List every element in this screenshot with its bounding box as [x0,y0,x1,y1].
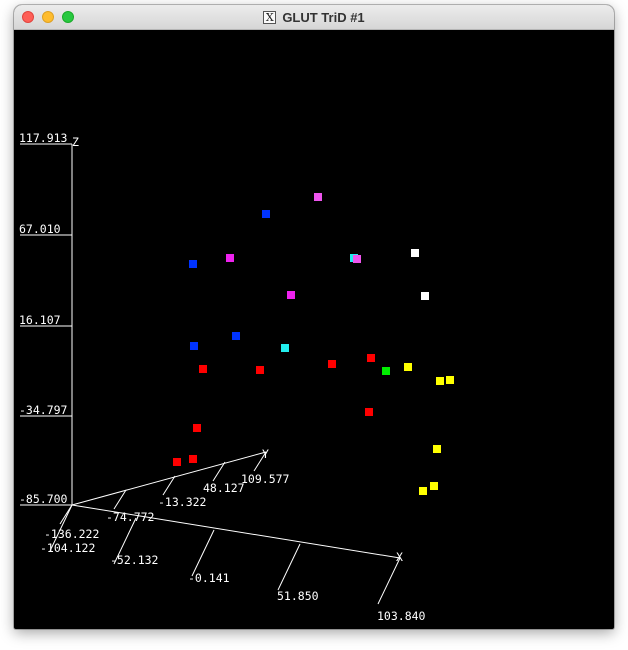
x-axis-tick [191,529,215,577]
z-axis-tick-label: 117.913 [19,131,68,145]
z-axis-tick-label: 67.010 [19,222,61,236]
z-axis-tick-label: -34.797 [19,403,68,417]
z-axis-tick-label: -85.700 [19,492,68,506]
scatter-point-blue [232,332,240,340]
scatter-point-magenta [226,254,234,262]
x-axis-name: X [396,550,403,564]
x-axis-tick [277,543,301,591]
y-axis-tick-label: 48.127 [203,481,245,495]
window-title: GLUT TriD #1 [282,9,365,25]
app-window: X GLUT TriD #1 117.913 67.010 16.107 -34.79… [14,5,614,629]
x-axis-tick-label: -104.122 [40,541,95,555]
x-axis-tick [49,504,73,552]
scatter-point-red [328,360,336,368]
z-axis-tick-label: 16.107 [19,313,61,327]
scatter-point-red [199,365,207,373]
x-axis-tick-label: 103.840 [377,609,426,623]
axis-labels: 117.913 67.010 16.107 -34.797 -85.700 Z -136.2… [19,131,426,623]
scatter-point-yellow [446,376,454,384]
y-axis-line [71,451,267,506]
close-button[interactable] [22,11,34,23]
data-points [173,193,454,495]
scatter-point-red [367,354,375,362]
x-axis-tick [113,517,137,565]
scatter-point-blue [189,260,197,268]
y-axis-tick-label: -136.222 [44,527,99,541]
scatter-point-red [256,366,264,374]
y-axis-tick [113,489,127,510]
title-bar[interactable]: X GLUT TriD #1 [14,5,614,30]
scatter-point-red [173,458,181,466]
scatter-plot-3d: 117.913 67.010 16.107 -34.797 -85.700 Z -136.2… [19,131,454,623]
y-axis-tick-label: 109.577 [241,472,290,486]
scatter-point-yellow [430,482,438,490]
scatter-point-green [382,367,390,375]
scatter-point-red [193,424,201,432]
y-axis-tick-label: -13.322 [158,495,206,509]
minimize-button[interactable] [42,11,54,23]
x-axis-tick [377,557,401,605]
scatter-point-yellow [404,363,412,371]
scatter-point-blue [190,342,198,350]
x-axis-tick-label: 51.850 [277,589,319,603]
scatter-point-yellow [433,445,441,453]
scatter-point-violet [314,193,322,201]
scatter-point-blue [262,210,270,218]
scatter-point-red [189,455,197,463]
x-axis-tick-label: -52.132 [110,553,158,567]
y-axis-tick-label: -74.772 [106,510,154,524]
z-axis-name: Z [72,135,79,149]
scatter-point-yellow [436,377,444,385]
y-axis-name: Y [262,447,269,461]
scatter-point-yellow [419,487,427,495]
scatter-point-white [411,249,419,257]
x-axis-line [71,504,401,559]
x11-icon: X [263,10,277,24]
scatter-point-cyan [281,344,289,352]
axis-lines [20,143,401,605]
y-axis-tick [253,451,267,472]
y-axis-tick [162,475,176,496]
x-axis-tick-label: -0.141 [188,571,230,585]
scatter-point-magenta [287,291,295,299]
title-area: X GLUT TriD #1 [14,5,614,29]
gl-canvas[interactable]: 117.913 67.010 16.107 -34.797 -85.700 Z -136.2… [16,30,612,627]
zoom-button[interactable] [62,11,74,23]
scatter-point-red [365,408,373,416]
y-axis-tick [212,461,226,482]
scatter-point-white [421,292,429,300]
scatter-point-violet [353,255,361,263]
